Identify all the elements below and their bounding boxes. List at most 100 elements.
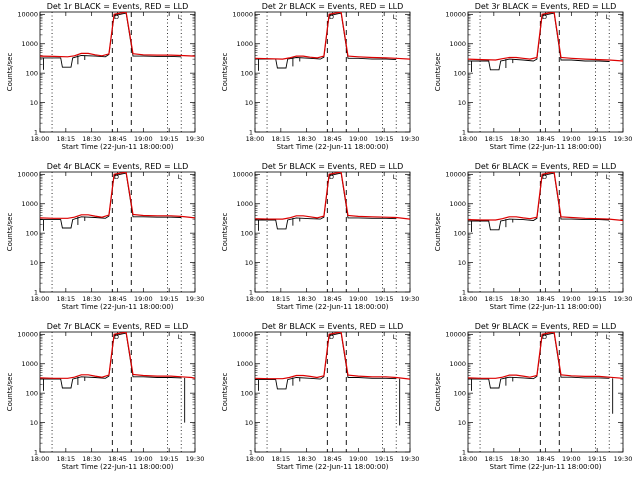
series-group [40,332,195,423]
y-tick-label: 1000 [449,360,466,368]
x-tick-label: 18:45 [323,295,342,303]
legend-glyph-l: L [606,13,610,21]
x-axis-label: Start Time (22-Jun-11 18:00:00) [277,463,389,471]
x-tick-label: 19:00 [562,455,581,463]
x-axis-label: Start Time (22-Jun-11 18:00:00) [490,143,602,151]
y-tick-label: 1 [249,128,253,136]
panel-title: Det 8r BLACK = Events, RED = LLD [262,322,404,331]
x-tick-label: 18:30 [510,295,529,303]
legend-glyph-d: D [542,173,547,181]
legend-glyph-l: L [606,333,610,341]
panel-5: Det 5r BLACK = Events, RED = LLD 18:00 18:… [221,162,419,311]
x-tick-label: 19:30 [614,295,633,303]
y-axis-label: Counts/sec [221,213,229,252]
x-tick-label: 19:15 [160,295,179,303]
x-tick-label: 18:15 [271,135,290,143]
y-tick-label: 1 [462,288,466,296]
panel-title: Det 4r BLACK = Events, RED = LLD [47,162,189,171]
x-tick-label: 19:30 [614,135,633,143]
series-group [468,12,623,72]
events-series-line [255,332,397,390]
lld-series-line [255,172,410,220]
x-tick-label: 18:15 [271,295,290,303]
x-tick-label: 19:30 [186,135,205,143]
y-tick-label: 1000 [449,200,466,208]
legend-glyph-l: L [606,173,610,181]
lld-series-line [40,172,195,219]
plot-frame [254,171,411,293]
x-tick-label: 18:30 [82,455,101,463]
y-tick-label: 10000 [445,331,466,339]
x-axis-label: Start Time (22-Jun-11 18:00:00) [490,303,602,311]
x-tick-label: 18:45 [536,135,555,143]
x-tick-label: 19:30 [401,455,420,463]
x-tick-label: 18:00 [246,295,265,303]
y-tick-label: 10000 [445,11,466,19]
y-tick-label: 10 [458,99,466,107]
lld-series-line [40,332,195,379]
x-tick-label: 19:00 [562,295,581,303]
y-tick-label: 10 [245,99,253,107]
events-series-line [468,332,610,389]
y-tick-label: 1000 [236,360,253,368]
x-tick-label: 18:15 [484,295,503,303]
y-tick-label: 10 [458,419,466,427]
x-tick-label: 18:45 [108,135,127,143]
lld-series-line [468,12,623,62]
y-axis-label: Counts/sec [434,53,442,92]
y-tick-label: 10000 [17,11,38,19]
legend-glyph-d: D [542,333,547,341]
x-tick-label: 19:30 [186,295,205,303]
y-axis-label: Counts/sec [6,213,14,252]
x-tick-label: 19:15 [160,455,179,463]
lld-series-line [40,12,195,58]
y-tick-label: 1000 [449,40,466,48]
y-tick-label: 100 [26,389,38,397]
x-tick-label: 19:30 [401,135,420,143]
legend-glyph-d: D [542,13,547,21]
x-axis-label: Start Time (22-Jun-11 18:00:00) [62,303,174,311]
y-axis-label: Counts/sec [6,373,14,412]
events-series-line [255,172,397,230]
series-group [255,172,410,231]
panel-1: Det 1r BLACK = Events, RED = LLD 18:00 18:… [6,2,204,151]
x-tick-label: 18:15 [56,455,75,463]
lld-series-line [468,172,623,222]
x-tick-label: 18:45 [108,295,127,303]
series-group [468,332,623,414]
plot-frame [467,331,624,453]
x-tick-label: 19:30 [614,455,633,463]
y-tick-label: 1000 [21,360,38,368]
x-tick-label: 19:30 [186,455,205,463]
y-tick-label: 1 [249,448,253,456]
x-tick-label: 18:00 [246,455,265,463]
x-tick-label: 18:15 [56,135,75,143]
panel-title: Det 9r BLACK = Events, RED = LLD [475,322,617,331]
y-tick-label: 100 [26,229,38,237]
events-series-line [468,12,610,71]
panel-title: Det 3r BLACK = Events, RED = LLD [475,2,617,11]
y-tick-label: 1 [34,128,38,136]
x-tick-label: 19:00 [562,135,581,143]
y-tick-label: 10 [30,259,38,267]
x-tick-label: 19:15 [588,455,607,463]
y-tick-label: 1 [249,288,253,296]
legend-glyph-l: L [178,333,182,341]
x-tick-label: 18:15 [484,455,503,463]
legend-glyph-d: D [329,173,334,181]
legend-glyph-l: L [393,333,397,341]
x-tick-label: 19:30 [401,295,420,303]
lld-series-line [255,12,410,60]
y-tick-label: 100 [241,389,253,397]
plot-frame [467,11,624,133]
y-tick-label: 100 [241,229,253,237]
x-tick-label: 18:30 [510,135,529,143]
x-tick-label: 18:30 [82,135,101,143]
y-tick-label: 10000 [445,171,466,179]
x-tick-label: 19:15 [588,295,607,303]
y-tick-label: 1 [34,448,38,456]
x-tick-label: 18:00 [459,295,478,303]
x-tick-label: 18:15 [271,455,290,463]
legend-glyph-l: L [178,13,182,21]
